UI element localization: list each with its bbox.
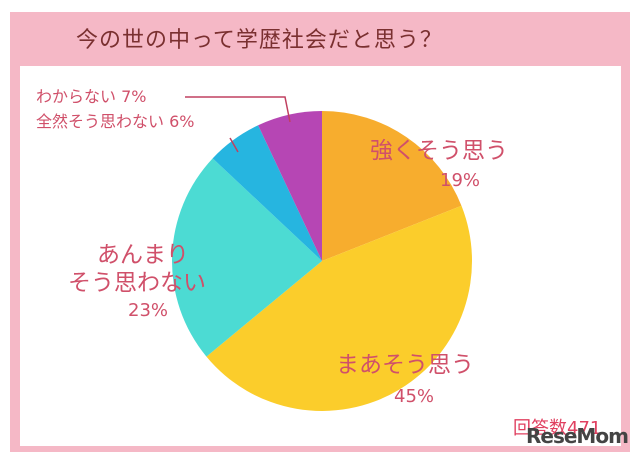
label-not-at-all: 全然そう思わない 6% <box>36 112 195 131</box>
pct-strongly-agree: 19% <box>440 170 481 191</box>
resemom-logo: ReseMom <box>526 424 629 448</box>
pie-slice <box>322 111 462 261</box>
chart-title: 今の世の中って学歴社会だと思う？ <box>76 28 443 53</box>
pct-not-much: 23% <box>128 300 169 321</box>
respondent-count: 回答数471 <box>513 418 602 439</box>
pct-somewhat-agree: 45% <box>394 386 435 407</box>
label-not-much-line2: そう思わない <box>68 270 206 296</box>
label-not-much-line1: あんまり <box>97 242 189 268</box>
label-strongly-agree: 強くそう思う <box>370 138 508 164</box>
leader-line-notatall <box>229 137 239 153</box>
pie-slice <box>212 125 322 261</box>
pie-slice <box>172 158 322 357</box>
pie-slice <box>206 205 472 412</box>
label-somewhat-agree: まあそう思う <box>336 352 474 378</box>
label-dont-know: わからない 7% <box>36 87 147 106</box>
pie-slice <box>258 111 322 261</box>
leader-line-dontknow <box>185 96 291 123</box>
